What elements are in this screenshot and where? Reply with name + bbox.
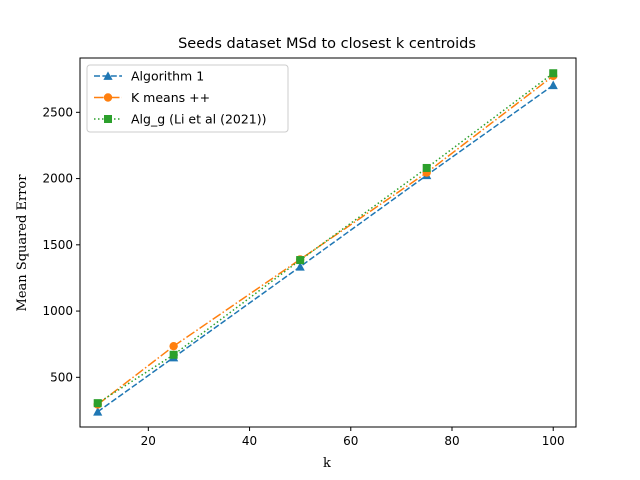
series-3-point xyxy=(296,256,305,265)
series-2-point xyxy=(169,341,178,351)
plot-frame xyxy=(79,57,577,428)
legend-marker-1 xyxy=(103,71,113,80)
x-tick-label: 20 xyxy=(141,434,156,448)
x-tick-label: 40 xyxy=(242,434,257,448)
legend-label-2: K means ++ xyxy=(131,90,210,105)
y-tick-label: 2500 xyxy=(42,105,73,119)
series-3-point xyxy=(169,350,178,359)
series-3-point xyxy=(422,163,431,172)
legend: Algorithm 1 K means ++ Alg_g (Li et al (20… xyxy=(86,64,289,133)
x-tick-label: 100 xyxy=(542,434,565,448)
series-3-point xyxy=(549,69,558,78)
x-tick-label: 80 xyxy=(444,434,459,448)
legend-label-1: Algorithm 1 xyxy=(131,69,204,84)
plot-area xyxy=(79,57,577,428)
x-axis-label: k xyxy=(323,456,331,471)
x-tick-label: 60 xyxy=(343,434,358,448)
legend-box xyxy=(86,64,289,133)
legend-label-3: Alg_g (Li et al (2021)) xyxy=(131,112,267,127)
y-tick-label: 500 xyxy=(50,370,73,384)
series-1-point xyxy=(93,407,103,416)
y-axis-label: Mean Squared Error xyxy=(15,174,30,312)
y-tick-label: 1500 xyxy=(42,238,73,252)
chart-title: Seeds dataset MSd to closest k centroids xyxy=(178,36,476,52)
series-1-point xyxy=(548,80,558,90)
legend-marker-3 xyxy=(104,115,112,123)
series-line-2 xyxy=(97,75,554,406)
x-axis: 20 40 60 80 100 xyxy=(141,427,565,448)
legend-marker-2 xyxy=(103,93,113,102)
series-1-point xyxy=(295,262,305,271)
y-tick-label: 2000 xyxy=(42,172,73,186)
series-3-point xyxy=(93,399,102,408)
y-axis: 500 1000 1500 2000 2500 xyxy=(42,105,80,384)
y-tick-label: 1000 xyxy=(42,304,73,318)
